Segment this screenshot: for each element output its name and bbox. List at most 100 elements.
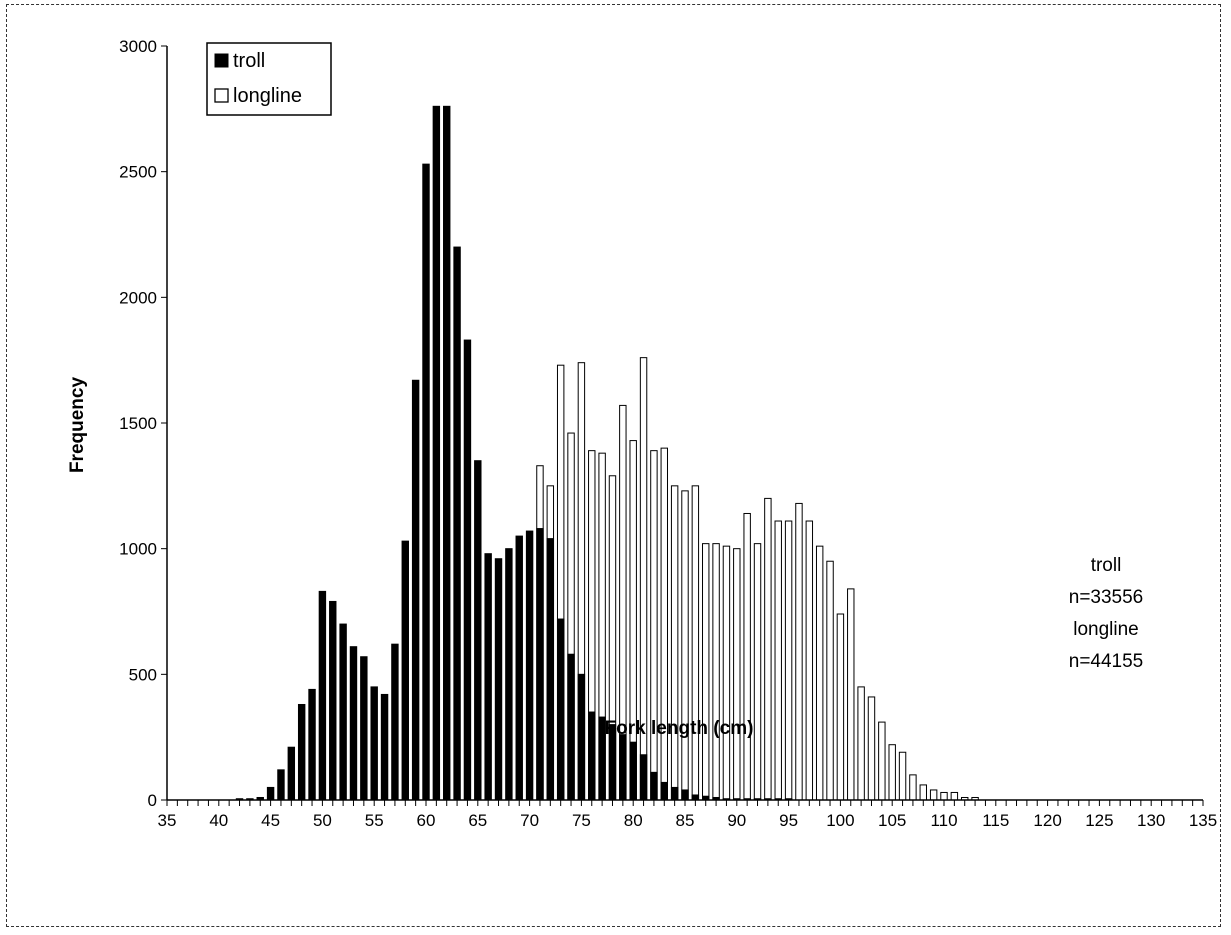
legend-swatch-troll <box>214 53 229 68</box>
bar-troll-83 <box>660 781 668 801</box>
bar-longline-84 <box>670 485 679 801</box>
x-tick-label-120: 120 <box>1033 811 1061 830</box>
x-tick-label-90: 90 <box>727 811 746 830</box>
bar-troll-66 <box>484 553 492 801</box>
bar-troll-64 <box>463 339 472 801</box>
bar-troll-85 <box>681 789 689 801</box>
bar-troll-58 <box>401 540 409 801</box>
bar-troll-48 <box>297 703 306 801</box>
bar-troll-73 <box>556 618 565 801</box>
x-ticks: 35 40 45 50 55 60 65 70 75 80 85 90 95 100 105 110 115 12… <box>158 800 1217 830</box>
bar-troll-76 <box>588 711 596 801</box>
bar-troll-82 <box>650 771 658 801</box>
bar-longline-99 <box>826 560 834 801</box>
bar-troll-52 <box>339 623 347 801</box>
bar-longline-102 <box>857 686 865 801</box>
x-tick-label-130: 130 <box>1137 811 1165 830</box>
bar-longline-97 <box>805 520 814 801</box>
bars-layer <box>235 105 979 801</box>
bar-troll-70 <box>525 530 534 801</box>
bar-troll-50 <box>318 590 327 801</box>
y-tick-label-500: 500 <box>129 665 157 684</box>
bar-longline-110 <box>940 791 948 801</box>
bar-troll-65 <box>474 460 482 801</box>
x-tick-label-60: 60 <box>417 811 436 830</box>
x-tick-label-95: 95 <box>779 811 798 830</box>
bar-troll-63 <box>453 246 461 801</box>
bar-troll-45 <box>266 786 275 801</box>
bar-longline-95 <box>784 520 793 801</box>
bar-troll-55 <box>370 686 378 801</box>
bar-longline-94 <box>774 520 782 801</box>
bar-troll-68 <box>505 548 513 801</box>
y-tick-label-2000: 2000 <box>119 288 157 307</box>
bar-longline-85 <box>681 490 689 801</box>
y-axis-title: Frequency <box>67 377 88 474</box>
chart-frame: 35 40 45 50 55 60 65 70 75 80 85 90 95 100 105 110 115 12… <box>6 4 1221 927</box>
annotation-troll-n: n=33556 <box>1069 587 1144 608</box>
bar-troll-72 <box>546 538 555 801</box>
y-tick-label-1500: 1500 <box>119 414 157 433</box>
bar-longline-87 <box>702 543 710 801</box>
x-tick-label-75: 75 <box>572 811 591 830</box>
bar-troll-61 <box>432 105 441 801</box>
bar-troll-67 <box>494 558 503 801</box>
bar-troll-54 <box>360 656 368 801</box>
bar-longline-88 <box>712 543 720 801</box>
x-tick-label-45: 45 <box>261 811 280 830</box>
bar-longline-93 <box>764 497 772 801</box>
x-tick-label-115: 115 <box>982 811 1009 830</box>
bar-troll-47 <box>287 746 296 801</box>
x-axis-title: Fork length (cm) <box>605 718 754 739</box>
bar-troll-84 <box>670 786 679 801</box>
annotation-longline-label: longline <box>1073 619 1139 640</box>
x-tick-label-100: 100 <box>826 811 854 830</box>
y-tick-label-2500: 2500 <box>119 163 157 182</box>
bar-troll-57 <box>391 643 399 801</box>
bar-troll-49 <box>308 688 316 801</box>
x-tick-label-65: 65 <box>468 811 487 830</box>
bar-longline-109 <box>929 789 938 801</box>
y-tick-label-0: 0 <box>148 791 157 810</box>
bar-troll-79 <box>619 734 627 801</box>
bar-troll-60 <box>422 163 430 801</box>
bar-longline-106 <box>898 751 907 801</box>
x-tick-label-105: 105 <box>878 811 906 830</box>
bar-troll-74 <box>567 653 575 801</box>
x-tick-label-110: 110 <box>930 811 957 830</box>
bar-longline-96 <box>795 502 803 801</box>
bar-troll-81 <box>639 754 648 801</box>
x-tick-label-85: 85 <box>676 811 695 830</box>
bar-longline-111 <box>950 791 959 801</box>
bar-troll-59 <box>411 379 420 801</box>
bar-longline-89 <box>722 545 731 801</box>
x-tick-label-50: 50 <box>313 811 332 830</box>
x-tick-label-70: 70 <box>520 811 539 830</box>
bar-troll-46 <box>277 769 285 801</box>
bar-longline-91 <box>743 512 751 801</box>
bar-troll-53 <box>349 646 358 801</box>
sample-size-annotation: troll n=33556 longline n=44155 <box>1069 555 1144 672</box>
bar-longline-86 <box>691 485 700 801</box>
bar-longline-92 <box>753 543 762 801</box>
x-tick-label-35: 35 <box>158 811 177 830</box>
annotation-longline-n: n=44155 <box>1069 651 1144 672</box>
y-tick-label-1000: 1000 <box>119 540 157 559</box>
x-tick-label-55: 55 <box>365 811 384 830</box>
bar-troll-69 <box>515 535 523 801</box>
legend-label-troll: troll <box>233 50 265 72</box>
bar-longline-108 <box>919 784 927 801</box>
x-tick-label-135: 135 <box>1189 811 1217 830</box>
bar-troll-56 <box>380 693 389 801</box>
bar-troll-86 <box>691 794 700 801</box>
bar-longline-104 <box>878 721 886 801</box>
legend: troll longline <box>206 42 332 116</box>
annotation-troll-label: troll <box>1091 555 1122 576</box>
fork-length-histogram: 35 40 45 50 55 60 65 70 75 80 85 90 95 100 105 110 115 12… <box>67 37 1217 830</box>
y-ticks: 0 500 1000 1500 2000 2500 3000 <box>119 37 167 810</box>
bar-longline-101 <box>847 588 855 801</box>
x-tick-label-40: 40 <box>209 811 228 830</box>
bar-troll-51 <box>329 600 337 801</box>
y-tick-label-3000: 3000 <box>119 37 157 56</box>
bar-longline-105 <box>888 744 896 801</box>
